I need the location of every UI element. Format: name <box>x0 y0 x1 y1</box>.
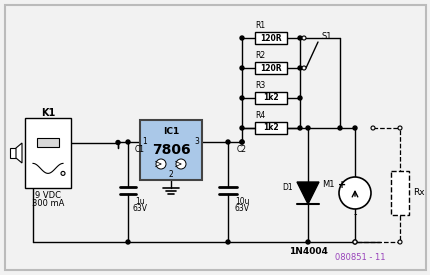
Bar <box>390 171 408 215</box>
Text: 120R: 120R <box>260 34 281 43</box>
Circle shape <box>116 141 120 144</box>
Circle shape <box>305 240 309 244</box>
Circle shape <box>337 126 341 130</box>
Text: R4: R4 <box>255 111 264 120</box>
Circle shape <box>240 36 243 40</box>
Polygon shape <box>16 143 22 163</box>
Circle shape <box>297 96 301 100</box>
Text: C1: C1 <box>135 145 144 155</box>
Text: S1: S1 <box>321 32 332 40</box>
Text: 63V: 63V <box>132 205 147 213</box>
Text: 1N4004: 1N4004 <box>288 248 327 257</box>
Circle shape <box>240 140 243 144</box>
Circle shape <box>397 240 401 244</box>
Text: 1u: 1u <box>135 197 144 207</box>
Text: IC1: IC1 <box>163 128 179 136</box>
Bar <box>10 148 16 158</box>
Circle shape <box>156 159 166 169</box>
Circle shape <box>297 66 301 70</box>
Text: R1: R1 <box>255 21 264 30</box>
Text: Rx: Rx <box>412 188 424 197</box>
Text: R2: R2 <box>255 51 264 60</box>
Bar <box>37 138 59 147</box>
Circle shape <box>225 140 230 144</box>
Text: 3: 3 <box>194 138 199 147</box>
Text: 2: 2 <box>168 170 173 180</box>
Circle shape <box>338 177 370 209</box>
Circle shape <box>301 66 305 70</box>
Bar <box>140 120 202 180</box>
Bar <box>255 32 286 44</box>
Text: 10u: 10u <box>234 197 249 207</box>
Text: 63V: 63V <box>234 205 249 213</box>
Text: +: + <box>337 180 345 190</box>
Circle shape <box>240 96 243 100</box>
Circle shape <box>240 66 243 70</box>
Text: R3: R3 <box>255 81 264 90</box>
Bar <box>255 92 286 104</box>
Text: C2: C2 <box>237 145 246 155</box>
Circle shape <box>352 126 356 130</box>
Text: M1: M1 <box>322 180 334 189</box>
Text: 1k2: 1k2 <box>263 94 278 103</box>
Circle shape <box>240 140 243 144</box>
Circle shape <box>301 36 305 40</box>
Circle shape <box>397 126 401 130</box>
Circle shape <box>240 126 243 130</box>
Circle shape <box>297 126 301 130</box>
Text: 300 mA: 300 mA <box>32 199 64 208</box>
Circle shape <box>352 240 356 244</box>
Circle shape <box>225 240 230 244</box>
Text: 7806: 7806 <box>151 143 190 157</box>
Circle shape <box>175 159 186 169</box>
Circle shape <box>61 171 65 175</box>
Text: K1: K1 <box>41 108 55 118</box>
Text: -: - <box>353 209 356 219</box>
Circle shape <box>352 240 356 244</box>
Bar <box>25 118 71 188</box>
Circle shape <box>305 126 309 130</box>
Text: 080851 - 11: 080851 - 11 <box>334 254 384 263</box>
Bar <box>255 62 286 74</box>
Text: 1k2: 1k2 <box>263 123 278 133</box>
Polygon shape <box>296 182 318 204</box>
Text: 9 VDC: 9 VDC <box>35 191 61 200</box>
Circle shape <box>297 36 301 40</box>
Circle shape <box>370 126 374 130</box>
Text: 1: 1 <box>142 138 147 147</box>
Bar <box>255 122 286 134</box>
Circle shape <box>126 140 130 144</box>
Text: 120R: 120R <box>260 64 281 73</box>
Text: D1: D1 <box>282 183 292 192</box>
Circle shape <box>126 240 130 244</box>
